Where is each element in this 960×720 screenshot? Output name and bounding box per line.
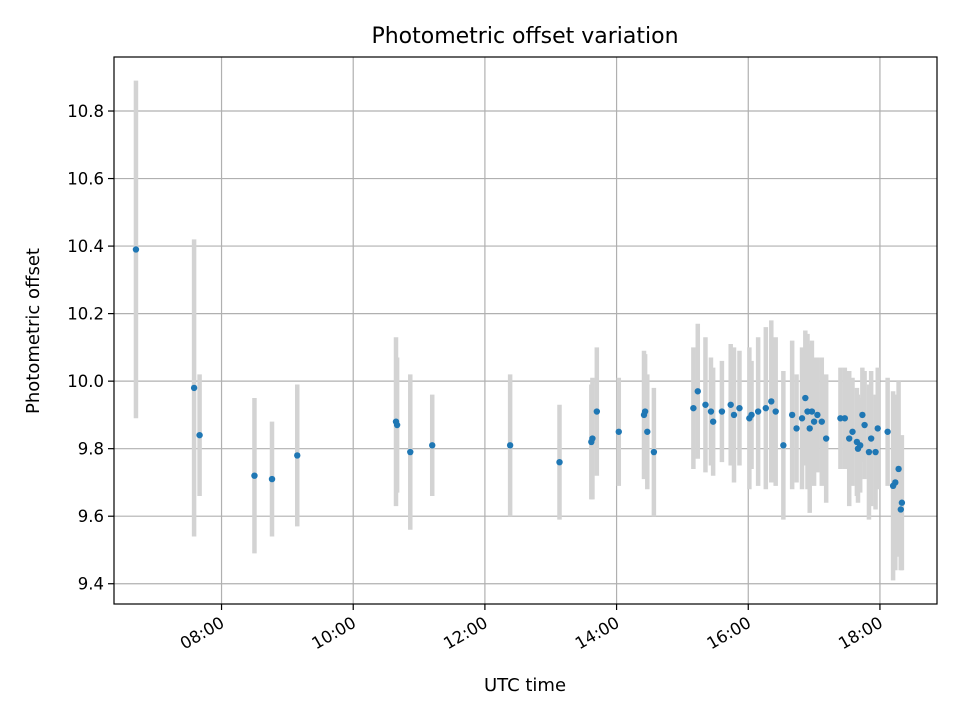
data-point: [818, 418, 825, 425]
data-point: [702, 401, 709, 408]
data-point: [251, 472, 258, 479]
data-point: [407, 448, 414, 456]
data-point: [808, 408, 816, 415]
data-point: [762, 404, 770, 412]
data-point: [793, 425, 800, 432]
data-point: [802, 394, 809, 402]
data-point: [798, 415, 806, 422]
data-point: [895, 465, 902, 473]
data-point: [694, 388, 701, 395]
data-point: [806, 425, 813, 432]
data-point: [615, 428, 622, 435]
data-point: [804, 408, 811, 415]
data-point: [730, 411, 738, 419]
data-point: [874, 425, 881, 432]
data-point: [589, 435, 596, 442]
data-point: [506, 442, 514, 449]
data-point: [709, 418, 717, 425]
y-axis-ticks: 9.4 9.6 9.8 10.0 10.2 10.4 10.6 10.8: [67, 102, 114, 594]
data-point: [810, 418, 818, 425]
data-point: [294, 452, 301, 459]
y-tick-label: 10.8: [67, 102, 104, 121]
data-point: [837, 415, 844, 422]
data-point: [859, 411, 866, 419]
data-point: [429, 442, 436, 449]
data-points: [132, 246, 906, 513]
data-point: [196, 431, 203, 439]
y-tick-label: 9.4: [78, 575, 104, 594]
data-point: [707, 408, 715, 415]
data-point: [754, 408, 762, 415]
data-point: [892, 479, 899, 486]
data-point: [884, 428, 891, 435]
data-point: [768, 398, 775, 405]
data-point: [849, 428, 856, 435]
data-point: [190, 384, 198, 392]
y-tick-label: 9.6: [78, 507, 104, 526]
y-tick-label: 10.6: [67, 170, 104, 189]
data-point: [856, 442, 864, 449]
data-point: [898, 499, 906, 506]
data-point: [861, 421, 868, 429]
data-point: [736, 404, 743, 412]
data-point: [822, 435, 830, 442]
y-tick-label: 10.4: [67, 237, 104, 256]
data-point: [593, 408, 601, 415]
y-axis-label: Photometric offset: [23, 248, 44, 414]
chart-title: Photometric offset variation: [371, 24, 678, 49]
data-point: [788, 411, 796, 419]
data-point: [268, 475, 276, 483]
data-point: [727, 401, 734, 408]
data-point: [690, 404, 697, 412]
data-point: [718, 408, 726, 415]
y-tick-label: 9.8: [78, 440, 104, 459]
data-point: [650, 448, 658, 456]
data-point: [865, 448, 873, 456]
data-point: [846, 435, 853, 442]
y-tick-label: 10.2: [67, 305, 104, 324]
y-tick-label: 10.0: [67, 372, 104, 391]
data-point: [644, 428, 651, 435]
data-point: [867, 435, 875, 442]
data-point: [393, 421, 401, 429]
plot-frame: [113, 56, 938, 605]
x-axis-label: UTC time: [484, 675, 566, 696]
data-point: [780, 442, 787, 449]
data-point: [841, 415, 849, 422]
data-point: [748, 411, 755, 419]
data-point: [814, 411, 821, 419]
data-point: [772, 408, 779, 415]
data-point: [872, 448, 879, 456]
data-point: [641, 408, 649, 415]
data-point: [556, 458, 563, 466]
data-point: [132, 246, 140, 253]
data-point: [897, 506, 904, 513]
